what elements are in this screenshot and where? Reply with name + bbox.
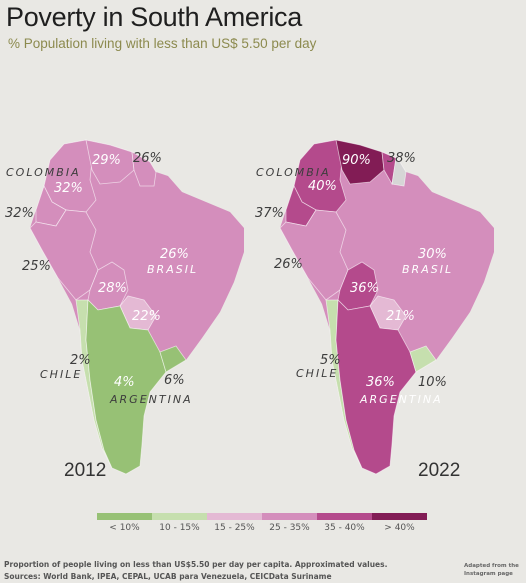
legend-item: 35 - 40%	[317, 513, 372, 533]
legend-item: 10 - 15%	[152, 513, 207, 533]
label-argentina-2022: ARGENTINA	[359, 393, 443, 406]
region-argentina-2012	[85, 299, 167, 475]
value-guyana-2022: 38%	[387, 151, 416, 166]
value-guyana-2012: 26%	[133, 151, 162, 166]
legend-item: > 40%	[372, 513, 427, 533]
legend-label: 15 - 25%	[214, 523, 255, 533]
region-suriname-2022	[391, 157, 407, 187]
value-ecuador-2012: 32%	[5, 206, 34, 221]
value-uruguay-2022: 10%	[418, 375, 447, 390]
page-title: Poverty in South America	[6, 2, 302, 32]
map-2012: 29% 26% COLOMBIA 32% 32% 25% 26% BRASIL …	[5, 139, 244, 481]
legend-swatch	[207, 513, 262, 520]
legend-swatch	[152, 513, 207, 520]
value-argentina-2022: 36%	[366, 375, 395, 390]
value-chile-2022: 5%	[320, 353, 341, 368]
year-label-2022: 2022	[418, 460, 460, 481]
legend-label: 10 - 15%	[159, 523, 200, 533]
value-brazil-2022: 30%	[418, 247, 447, 262]
label-brasil-2022: BRASIL	[402, 263, 453, 276]
credit: Adapted from the Instagram page	[464, 563, 519, 577]
sources: Sources: World Bank, IPEA, CEPAL, UCAB p…	[4, 572, 332, 581]
label-brasil-2012: BRASIL	[147, 263, 198, 276]
region-argentina-2022	[335, 299, 417, 475]
year-label-2012: 2012	[64, 460, 106, 481]
region-guianas-2012	[131, 151, 157, 187]
value-venezuela-2022: 90%	[342, 153, 371, 168]
value-uruguay-2012: 6%	[164, 373, 185, 388]
value-venezuela-2012: 29%	[92, 153, 121, 168]
legend-swatch	[317, 513, 372, 520]
value-chile-2012: 2%	[70, 353, 91, 368]
page-subtitle: % Population living with less than US$ 5…	[8, 36, 317, 51]
label-colombia-2022: COLOMBIA	[256, 166, 331, 179]
value-bolivia-2012: 28%	[98, 281, 127, 296]
value-peru-2022: 26%	[274, 257, 303, 272]
value-paraguay-2022: 21%	[386, 309, 415, 324]
legend-item: < 10%	[97, 513, 152, 533]
region-uruguay-2012	[159, 345, 187, 373]
value-ecuador-2022: 37%	[255, 206, 284, 221]
legend-item: 15 - 25%	[207, 513, 262, 533]
label-argentina-2012: ARGENTINA	[109, 393, 193, 406]
legend-label: 25 - 35%	[269, 523, 310, 533]
color-legend: < 10% 10 - 15% 15 - 25% 25 - 35% 35 - 40…	[97, 513, 427, 533]
region-venezuela-2022	[335, 139, 385, 185]
legend-swatch	[262, 513, 317, 520]
legend-item: 25 - 35%	[262, 513, 317, 533]
legend-label: < 10%	[109, 523, 140, 533]
value-peru-2012: 25%	[22, 259, 51, 274]
legend-swatch	[372, 513, 427, 520]
label-colombia-2012: COLOMBIA	[6, 166, 81, 179]
value-colombia-2012: 32%	[54, 181, 83, 196]
region-uruguay-2022	[409, 345, 437, 373]
value-argentina-2012: 4%	[114, 375, 135, 390]
footnote: Proportion of people living on less than…	[4, 560, 388, 569]
legend-swatch	[97, 513, 152, 520]
label-chile-2012: CHILE	[40, 368, 82, 381]
label-chile-2022: CHILE	[296, 367, 338, 380]
value-bolivia-2022: 36%	[350, 281, 379, 296]
legend-label: > 40%	[384, 523, 415, 533]
map-2022: 90% 38% COLOMBIA 40% 37% 26% 30% BRASIL …	[255, 139, 494, 481]
value-colombia-2022: 40%	[308, 179, 337, 194]
region-venezuela-2012	[85, 139, 135, 185]
value-brazil-2012: 26%	[160, 247, 189, 262]
value-paraguay-2012: 22%	[132, 309, 161, 324]
maps-canvas: 29% 26% COLOMBIA 32% 32% 25% 26% BRASIL …	[5, 139, 494, 481]
legend-label: 35 - 40%	[324, 523, 365, 533]
